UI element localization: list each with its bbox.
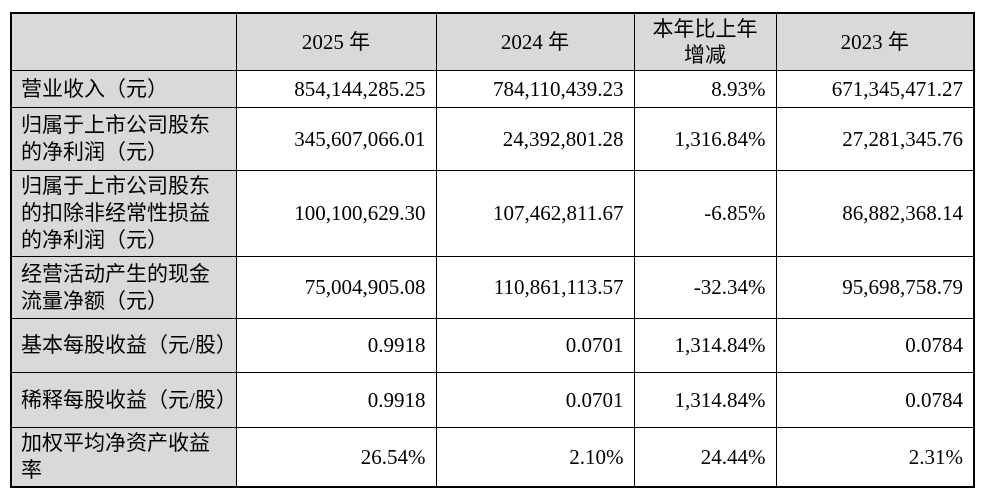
value-yoy-change: 8.93% xyxy=(633,70,777,108)
table-row-net-profit: 归属于上市公司股东的净利润（元） 345,607,066.01 24,392,8… xyxy=(10,107,975,171)
value-2023: 95,698,758.79 xyxy=(775,256,975,319)
financial-summary-table: 2025 年 2024 年 本年比上年增减 2023 年 营业收入（元） 854… xyxy=(10,12,975,488)
row-label: 稀释每股收益（元/股） xyxy=(10,372,237,428)
value-2025: 0.9918 xyxy=(235,318,437,373)
value-2023: 671,345,471.27 xyxy=(775,70,975,108)
value-2023: 2.31% xyxy=(775,427,975,488)
table-row-basic-eps: 基本每股收益（元/股） 0.9918 0.0701 1,314.84% 0.07… xyxy=(10,318,975,373)
yoy-change-label: 本年比上年增减 xyxy=(652,17,758,67)
value-2023: 0.0784 xyxy=(775,318,975,373)
value-yoy-change: 1,314.84% xyxy=(633,372,777,428)
value-yoy-change: 1,316.84% xyxy=(633,107,777,171)
table-row-weighted-avg-roe: 加权平均净资产收益率 26.54% 2.10% 24.44% 2.31% xyxy=(10,427,975,488)
table-row-revenue: 营业收入（元） 854,144,285.25 784,110,439.23 8.… xyxy=(10,70,975,108)
header-cell-empty xyxy=(10,12,237,71)
value-2024: 110,861,113.57 xyxy=(435,256,635,319)
header-row: 2025 年 2024 年 本年比上年增减 2023 年 xyxy=(10,12,975,71)
value-yoy-change: -6.85% xyxy=(633,170,777,257)
value-yoy-change: -32.34% xyxy=(633,256,777,319)
header-cell-yoy-change: 本年比上年增减 xyxy=(633,12,777,71)
value-2024: 24,392,801.28 xyxy=(435,107,635,171)
value-2023: 0.0784 xyxy=(775,372,975,428)
value-2025: 26.54% xyxy=(235,427,437,488)
value-yoy-change: 1,314.84% xyxy=(633,318,777,373)
value-2024: 0.0701 xyxy=(435,372,635,428)
row-label: 基本每股收益（元/股） xyxy=(10,318,237,373)
value-2023: 27,281,345.76 xyxy=(775,107,975,171)
row-label: 归属于上市公司股东的扣除非经常性损益的净利润（元） xyxy=(10,170,237,257)
value-2025: 345,607,066.01 xyxy=(235,107,437,171)
value-2024: 107,462,811.67 xyxy=(435,170,635,257)
value-2024: 2.10% xyxy=(435,427,635,488)
row-label: 营业收入（元） xyxy=(10,70,237,108)
value-2025: 75,004,905.08 xyxy=(235,256,437,319)
table-row-operating-cash-flow: 经营活动产生的现金流量净额（元） 75,004,905.08 110,861,1… xyxy=(10,256,975,319)
table-row-net-profit-excl-nonrecurring: 归属于上市公司股东的扣除非经常性损益的净利润（元） 100,100,629.30… xyxy=(10,170,975,257)
row-label: 加权平均净资产收益率 xyxy=(10,427,237,488)
header-cell-2025: 2025 年 xyxy=(235,12,437,71)
table-row-diluted-eps: 稀释每股收益（元/股） 0.9918 0.0701 1,314.84% 0.07… xyxy=(10,372,975,428)
value-2024: 0.0701 xyxy=(435,318,635,373)
row-label: 归属于上市公司股东的净利润（元） xyxy=(10,107,237,171)
document-page: 2025 年 2024 年 本年比上年增减 2023 年 营业收入（元） 854… xyxy=(10,12,975,488)
value-2025: 854,144,285.25 xyxy=(235,70,437,108)
header-cell-2024: 2024 年 xyxy=(435,12,635,71)
value-2025: 0.9918 xyxy=(235,372,437,428)
value-2025: 100,100,629.30 xyxy=(235,170,437,257)
value-yoy-change: 24.44% xyxy=(633,427,777,488)
value-2024: 784,110,439.23 xyxy=(435,70,635,108)
row-label: 经营活动产生的现金流量净额（元） xyxy=(10,256,237,319)
value-2023: 86,882,368.14 xyxy=(775,170,975,257)
header-cell-2023: 2023 年 xyxy=(775,12,975,71)
